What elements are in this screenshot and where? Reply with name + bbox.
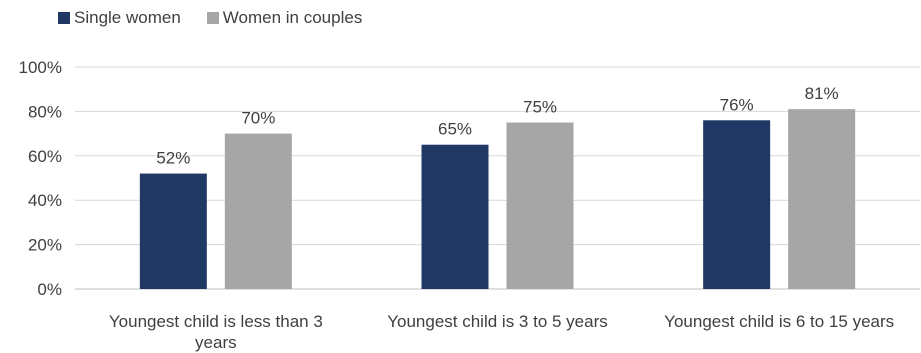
x-tick-label: Youngest child is less than 3 bbox=[109, 312, 323, 331]
data-label: 65% bbox=[438, 120, 472, 139]
x-tick-label: years bbox=[195, 333, 237, 352]
bar bbox=[703, 120, 771, 289]
y-tick-label: 100% bbox=[19, 58, 62, 77]
y-tick-label: 20% bbox=[28, 236, 62, 255]
legend-swatch-women-in-couples bbox=[206, 12, 219, 24]
y-tick-label: 60% bbox=[28, 147, 62, 166]
y-tick-label: 0% bbox=[37, 280, 62, 299]
data-label: 76% bbox=[720, 95, 754, 114]
data-label: 75% bbox=[523, 98, 557, 117]
bar bbox=[224, 133, 292, 289]
y-tick-label: 40% bbox=[28, 191, 62, 210]
bar bbox=[139, 173, 207, 289]
bar bbox=[788, 109, 856, 290]
y-tick-label: 80% bbox=[28, 102, 62, 121]
legend: Single women Women in couples bbox=[58, 8, 388, 28]
x-tick-label: Youngest child is 3 to 5 years bbox=[387, 312, 608, 331]
legend-item-women-in-couples: Women in couples bbox=[206, 8, 363, 28]
data-label: 70% bbox=[241, 109, 275, 128]
legend-item-single-women: Single women bbox=[58, 8, 181, 28]
data-label: 52% bbox=[156, 149, 190, 168]
data-label: 81% bbox=[805, 84, 839, 103]
legend-swatch-single-women bbox=[58, 12, 70, 24]
legend-label-single-women: Single women bbox=[74, 8, 181, 27]
x-tick-label: Youngest child is 6 to 15 years bbox=[664, 312, 894, 331]
legend-label-women-in-couples: Women in couples bbox=[222, 8, 363, 27]
bar bbox=[506, 122, 574, 289]
bar bbox=[421, 144, 489, 289]
